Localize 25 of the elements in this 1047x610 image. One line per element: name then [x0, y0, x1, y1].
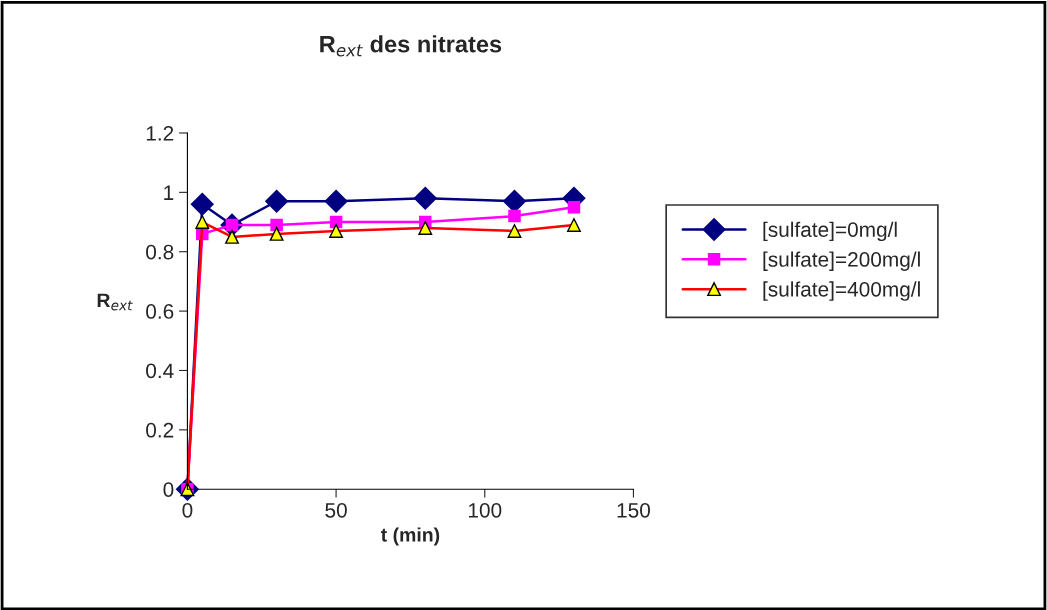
point — [413, 186, 437, 210]
chart-title: R$_{ext}$ des nitrates — [320, 35, 502, 57]
point — [567, 200, 581, 214]
point — [502, 189, 526, 213]
point — [508, 209, 521, 223]
point — [190, 192, 214, 216]
y-tick-label: 1 — [164, 185, 174, 200]
x-tick-label: 50 — [325, 502, 347, 518]
point — [324, 189, 348, 213]
legend-label: [sulfate]=0mg/l — [763, 221, 897, 242]
x-tick-label: 0 — [182, 502, 193, 518]
x-axis-title: t (min) — [380, 527, 440, 546]
point — [270, 218, 283, 232]
x-tick-label: 100 — [468, 502, 502, 518]
legend-label: [sulfate]=400mg/l — [763, 281, 920, 301]
y-tick-label: 0.2 — [146, 422, 174, 438]
x-tick-label: 150 — [617, 502, 650, 518]
y-tick-label: 0.8 — [146, 244, 174, 260]
y-tick-label: 0 — [163, 482, 174, 497]
legend-label: [sulfate]=200mg/l — [763, 251, 920, 271]
y-tick-label: 0.4 — [146, 363, 174, 379]
y-tick-label: 1.2 — [146, 125, 174, 141]
y-tick-label: 0.6 — [146, 304, 174, 319]
y-axis-title: R$_{ext}$ — [97, 293, 133, 311]
point — [265, 189, 289, 213]
